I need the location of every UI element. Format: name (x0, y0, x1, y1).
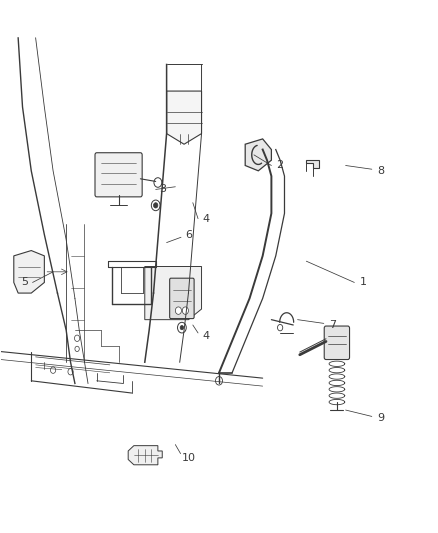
FancyBboxPatch shape (324, 326, 350, 360)
Circle shape (151, 200, 160, 211)
Circle shape (175, 307, 181, 314)
Text: 2: 2 (276, 160, 284, 171)
FancyBboxPatch shape (170, 278, 194, 319)
Text: 4: 4 (202, 330, 209, 341)
Polygon shape (128, 446, 162, 465)
Text: 5: 5 (21, 278, 28, 287)
Circle shape (153, 203, 158, 208)
Text: 6: 6 (185, 230, 192, 240)
Circle shape (278, 325, 283, 331)
Text: 3: 3 (159, 184, 166, 195)
Circle shape (74, 335, 80, 342)
FancyBboxPatch shape (95, 153, 142, 197)
Text: 9: 9 (377, 413, 384, 423)
Circle shape (75, 346, 79, 352)
Text: 4: 4 (202, 214, 209, 224)
Circle shape (68, 368, 73, 375)
Circle shape (177, 322, 186, 333)
Polygon shape (166, 91, 201, 144)
Circle shape (182, 307, 188, 314)
Circle shape (215, 376, 223, 385)
Text: 8: 8 (377, 166, 384, 176)
Circle shape (50, 367, 56, 373)
Text: 7: 7 (329, 320, 336, 330)
Polygon shape (14, 251, 44, 293)
Polygon shape (306, 160, 319, 168)
Polygon shape (145, 266, 201, 320)
Circle shape (154, 177, 162, 187)
Text: 1: 1 (360, 278, 367, 287)
Circle shape (180, 326, 184, 330)
Polygon shape (245, 139, 272, 171)
Text: 10: 10 (181, 453, 195, 463)
